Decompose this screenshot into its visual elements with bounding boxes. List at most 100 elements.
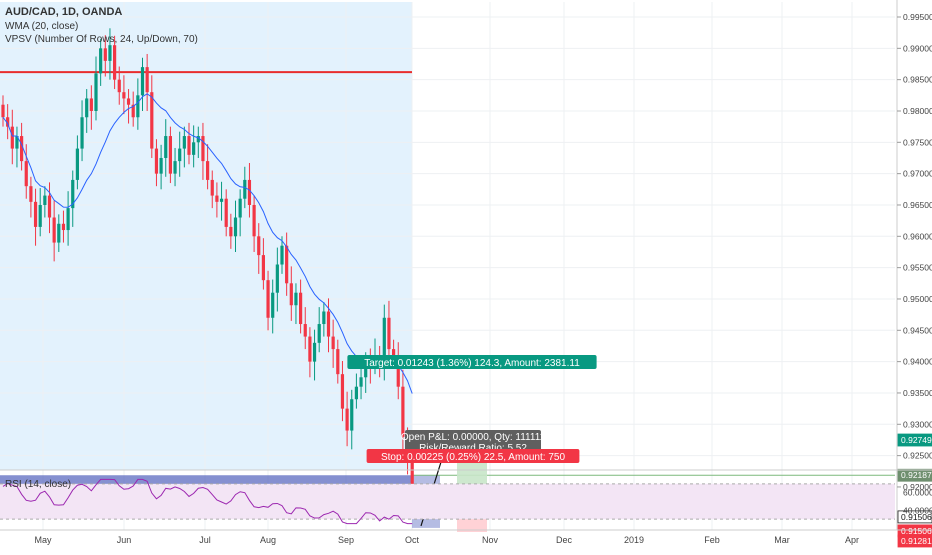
candle-body bbox=[280, 245, 284, 265]
price-axis-bg bbox=[897, 0, 932, 550]
candle-body bbox=[140, 67, 145, 96]
candle-body bbox=[43, 195, 47, 205]
candle-body bbox=[103, 48, 107, 61]
candle-body bbox=[150, 92, 154, 149]
candle-body bbox=[247, 179, 252, 205]
pnl-box bbox=[405, 430, 541, 454]
time-axis-label: Jun bbox=[117, 535, 132, 545]
wma-line bbox=[2, 93, 413, 394]
candle-body bbox=[33, 201, 38, 227]
price-badge-label: 0.92749 bbox=[901, 435, 932, 445]
target-label: Target: 0.01243 (1.36%) 124.3, Amount: 2… bbox=[364, 358, 580, 369]
candle-body bbox=[173, 161, 177, 174]
candle-body bbox=[1, 104, 5, 118]
candle-body bbox=[154, 148, 159, 174]
candle-body bbox=[271, 292, 275, 318]
candle-body bbox=[57, 223, 61, 243]
candle-body bbox=[24, 161, 28, 187]
candle-body bbox=[126, 98, 131, 105]
candle-body bbox=[243, 179, 247, 199]
candle-body bbox=[299, 292, 303, 325]
candle-body bbox=[192, 142, 196, 155]
time-axis-label: Mar bbox=[774, 535, 790, 545]
price-badge-label: 0.91506 bbox=[901, 512, 932, 522]
candle-body bbox=[266, 280, 270, 318]
candle-body bbox=[238, 198, 242, 218]
time-axis-label: Sep bbox=[338, 535, 354, 545]
candle-body bbox=[252, 204, 256, 237]
target-label-bg bbox=[347, 355, 597, 369]
price-tick-label: 0.95500 bbox=[903, 263, 932, 273]
candle-body bbox=[303, 324, 307, 337]
price-badge-label: 0.91281 bbox=[901, 536, 932, 546]
price-badge bbox=[897, 468, 932, 482]
candle-body bbox=[312, 342, 317, 362]
time-axis-label: 2019 bbox=[624, 535, 644, 545]
candle-body bbox=[233, 217, 238, 237]
candle-body bbox=[80, 117, 84, 149]
candle-body bbox=[94, 73, 98, 111]
price-tick-label: 0.96000 bbox=[903, 231, 932, 241]
candle-body bbox=[317, 324, 321, 343]
candle-body bbox=[159, 157, 163, 174]
candle-body bbox=[61, 223, 66, 231]
candle-body bbox=[257, 236, 261, 256]
candle-body bbox=[387, 317, 391, 350]
rsi-band bbox=[0, 483, 895, 520]
symbol-label: AUD/CAD, 1D, OANDA bbox=[5, 6, 123, 18]
candle-body bbox=[275, 264, 279, 293]
candle-body bbox=[308, 336, 312, 362]
candle-body bbox=[326, 311, 331, 337]
rsi-tick-label: 60.0000 bbox=[903, 488, 932, 498]
time-axis-label: Apr bbox=[845, 535, 859, 545]
candle-body bbox=[364, 361, 368, 378]
candle-body bbox=[164, 136, 168, 158]
candle-body bbox=[350, 399, 354, 431]
candle-body bbox=[224, 198, 228, 227]
candle-body bbox=[6, 117, 10, 127]
candle-body bbox=[196, 136, 200, 143]
wma-legend[interactable]: WMA (20, close) bbox=[5, 21, 79, 32]
time-axis-label: Nov bbox=[482, 535, 499, 545]
time-axis-label: Oct bbox=[405, 535, 420, 545]
candle-body bbox=[294, 292, 298, 306]
price-badge-label: 0.91506 bbox=[901, 526, 932, 536]
candle-body bbox=[122, 92, 126, 99]
candle-body bbox=[261, 255, 265, 281]
candle-body bbox=[113, 45, 117, 80]
candle-body bbox=[89, 98, 93, 111]
candle-body bbox=[117, 79, 121, 93]
time-axis-label: Aug bbox=[260, 535, 276, 545]
candle-body bbox=[85, 98, 89, 118]
candle-body bbox=[354, 386, 358, 400]
price-tick-label: 0.95000 bbox=[903, 294, 932, 304]
price-badge bbox=[897, 534, 932, 548]
price-tick-label: 0.97500 bbox=[903, 137, 932, 147]
candle-body bbox=[336, 349, 340, 375]
candle-body bbox=[229, 226, 233, 237]
candle-body bbox=[108, 45, 112, 61]
stop-label: Stop: 0.00225 (0.25%) 22.5, Amount: 750 bbox=[381, 452, 565, 463]
price-tick-label: 0.94500 bbox=[903, 325, 932, 335]
price-badge bbox=[897, 433, 932, 447]
candle-body bbox=[345, 408, 349, 431]
rsi-legend[interactable]: RSI (14, close) bbox=[5, 479, 72, 490]
candle-body bbox=[382, 317, 386, 365]
stop-label-bg bbox=[366, 449, 580, 463]
candle-body bbox=[136, 95, 140, 118]
candle-body bbox=[20, 136, 24, 162]
candle-body bbox=[201, 136, 205, 162]
vpsv-legend[interactable]: VPSV (Number Of Rows, 24, Up/Down, 70) bbox=[5, 34, 198, 45]
candle-body bbox=[289, 283, 293, 306]
price-tick-label: 0.99500 bbox=[903, 12, 932, 22]
candle-body bbox=[331, 336, 335, 350]
price-tick-label: 0.92500 bbox=[903, 451, 932, 461]
time-axis-label: Feb bbox=[704, 535, 720, 545]
candle-body bbox=[182, 136, 186, 149]
open-pnl-label: Open P&L: 0.00000, Qty: 111111 bbox=[401, 432, 546, 443]
candle-body bbox=[10, 126, 14, 149]
candle-body bbox=[322, 311, 326, 325]
candle-body bbox=[52, 217, 56, 243]
